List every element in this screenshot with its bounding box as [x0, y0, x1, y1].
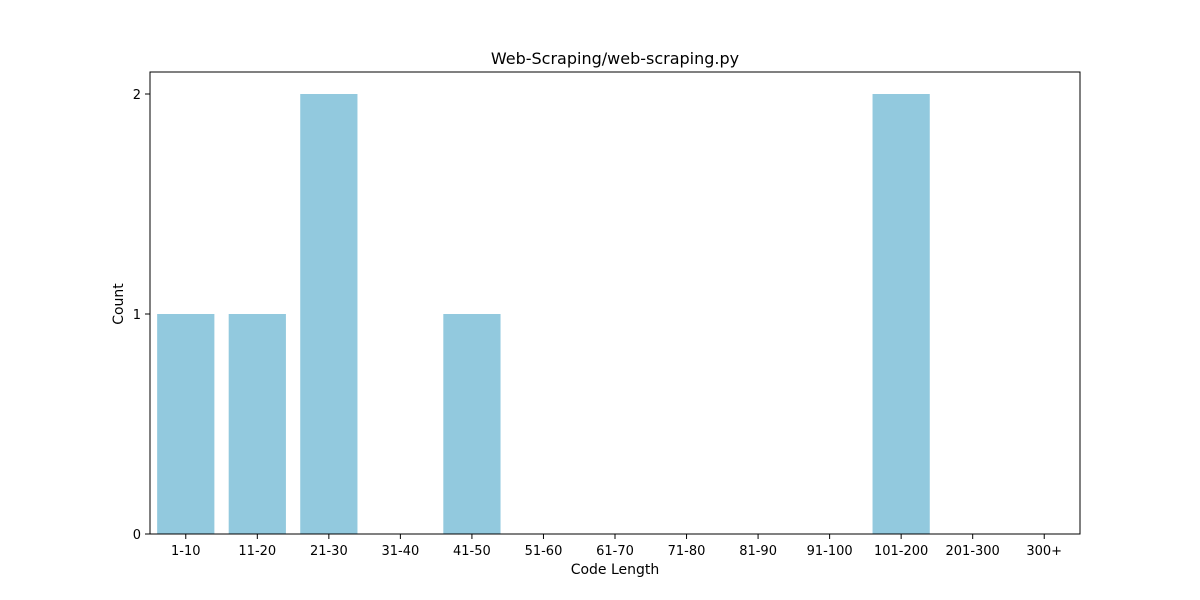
y-tick-label: 0 [133, 528, 141, 543]
y-axis-label: Count [111, 283, 127, 325]
x-tick-label: 1-10 [171, 544, 201, 559]
y-tick-label: 2 [133, 88, 141, 103]
plot-frame [149, 71, 1081, 535]
bar-11-20 [228, 314, 286, 534]
chart-title: Web-Scraping/web-scraping.py [491, 49, 739, 68]
x-tick-label: 201-300 [946, 544, 1000, 559]
bars-group [157, 94, 930, 534]
x-tick-label: 61-70 [596, 544, 634, 559]
x-tick-label: 11-20 [238, 544, 276, 559]
y-tick-label: 1 [133, 308, 141, 323]
x-tick-label: 101-200 [874, 544, 928, 559]
x-tick-label: 41-50 [453, 544, 491, 559]
x-axis-label: Code Length [571, 562, 660, 578]
x-tick-label: 51-60 [525, 544, 563, 559]
x-tick-label: 91-100 [807, 544, 853, 559]
x-tick-label: 300+ [1026, 544, 1062, 559]
bar-1-10 [157, 314, 215, 534]
bar-101-200 [872, 94, 930, 534]
x-tick-label: 31-40 [381, 544, 419, 559]
bar-21-30 [300, 94, 358, 534]
bar-41-50 [443, 314, 501, 534]
x-tick-label: 81-90 [739, 544, 777, 559]
x-axis: 1-10 11-20 21-30 31-40 41-50 51-60 61-70 71-80 8… [171, 534, 1062, 559]
x-tick-label: 21-30 [310, 544, 348, 559]
y-axis: 0 1 2 [133, 88, 150, 543]
x-tick-label: 71-80 [668, 544, 706, 559]
